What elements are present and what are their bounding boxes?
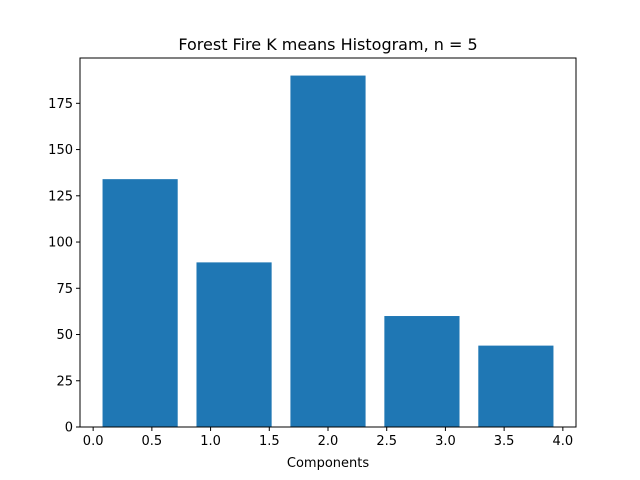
y-tick-label: 150: [48, 143, 73, 158]
bars-group: [102, 75, 554, 428]
x-tick-label: 2.0: [318, 434, 339, 449]
x-tick-label: 2.5: [376, 434, 397, 449]
y-tick-label: 100: [48, 236, 73, 251]
x-axis-label: Components: [287, 456, 369, 471]
y-tick-label: 25: [56, 374, 73, 389]
x-tick-label: 3.5: [494, 434, 515, 449]
y-tick-label: 75: [56, 282, 73, 297]
bar-0: [102, 179, 178, 427]
x-tick-label: 1.0: [200, 434, 221, 449]
x-axis-ticks: 0.0 0.5 1.0 1.5 2.0 2.5 3.0 3.5 4.0: [83, 427, 573, 449]
bar-3: [384, 316, 460, 427]
y-tick-label: 175: [48, 97, 73, 112]
y-tick-label: 50: [56, 328, 73, 343]
x-tick-label: 4.0: [553, 434, 574, 449]
x-tick-label: 0.5: [142, 434, 163, 449]
y-tick-label: 0: [65, 421, 73, 436]
chart-title: Forest Fire K means Histogram, n = 5: [178, 35, 477, 54]
x-tick-label: 1.5: [259, 434, 280, 449]
y-axis-ticks: 0 25 50 75 100 125 150 175: [48, 97, 80, 436]
bar-1: [196, 262, 272, 427]
x-tick-label: 0.0: [83, 434, 104, 449]
y-tick-label: 125: [48, 189, 73, 204]
bar-2: [290, 75, 366, 428]
bar-4: [478, 345, 554, 427]
x-tick-label: 3.0: [435, 434, 456, 449]
